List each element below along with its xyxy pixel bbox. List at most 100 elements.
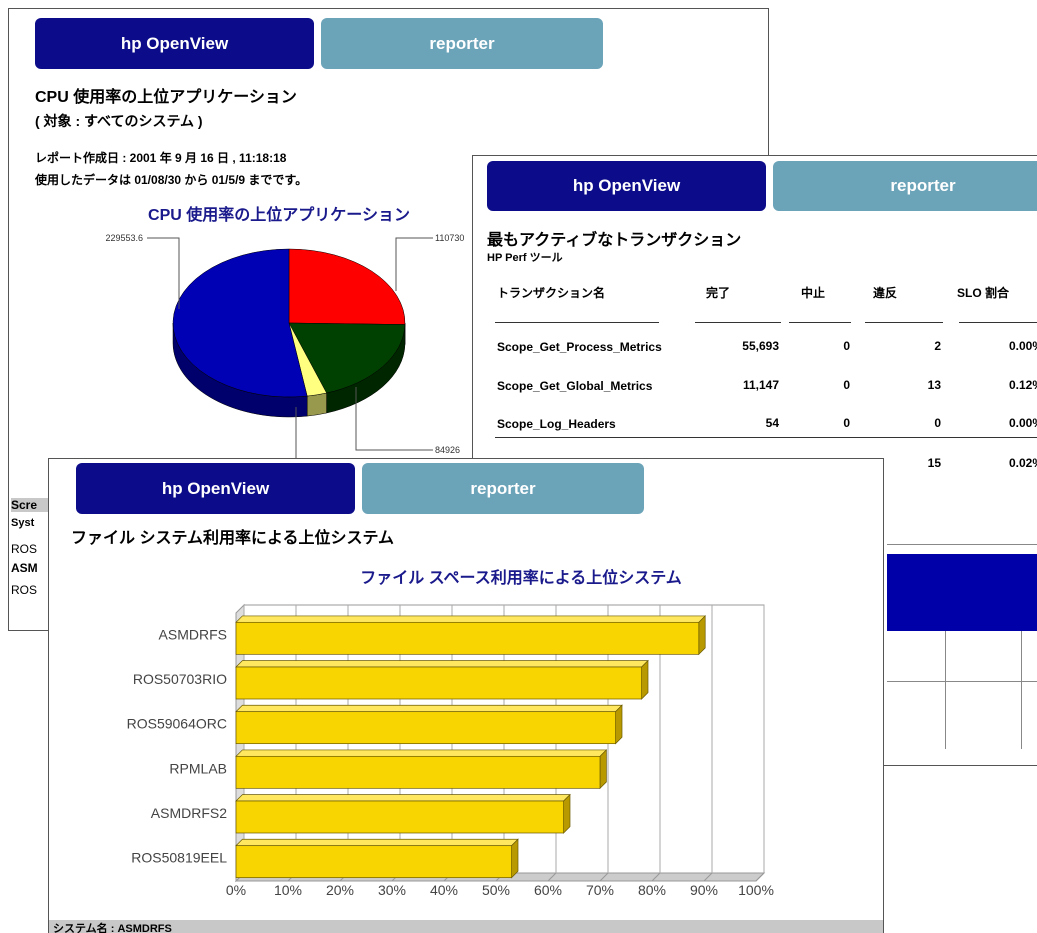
bar-side [511,838,519,879]
x-tick-label: 70% [586,882,614,898]
report-subtitle: HP Perf ツール [487,252,563,264]
y-tick-label: ASMDRFS [159,626,227,642]
report-title: ファイル システム利用率による上位システム [71,530,395,547]
slice-label: 229553.6 [105,233,143,243]
chart-title: ファイル スペース利用率による上位システム [360,568,682,587]
table-cell: 55,693 [742,339,779,353]
column-header: トランザクション名 [497,286,606,300]
x-tick-label: 40% [430,882,458,898]
table-fragment: ROS [11,583,38,597]
bar [235,755,601,789]
header-rule [959,322,1037,323]
bar-side [698,615,706,656]
brand-banner: hp OpenView [35,18,314,69]
report-title: 最もアクティブなトランザクション [487,232,742,249]
pie-slice [288,248,406,325]
table-cell: 0 [843,339,850,353]
bar-top [235,704,623,713]
header-rule [789,322,851,323]
table-cell: 2 [934,339,941,353]
table-fragment: Syst [11,517,35,529]
chart-frame [887,681,1037,682]
y-tick-label: ROS50819EEL [131,850,227,866]
chart-fragment-bar [887,554,1037,631]
bar-top [235,838,519,847]
data-range: 使用したデータは 01/08/30 から 01/5/9 までです。 [35,173,308,187]
table-cell: 0 [843,416,850,430]
table-fragment: ROS [11,542,38,556]
bar-side [563,793,571,834]
transaction-name: Scope_Get_Process_Metrics [497,340,662,354]
bar-side [599,749,607,790]
chart-frame [1021,631,1022,749]
bar [235,621,700,655]
column-header: 違反 [873,286,898,300]
pie-slice-side [306,392,327,417]
header-rule [495,322,659,323]
report-title: CPU 使用率の上位アプリケーション [35,89,297,106]
y-tick-label: RPMLAB [169,760,227,776]
table-cell: 11,147 [742,378,779,392]
tick-mark [651,872,661,882]
bar-top [235,794,571,802]
bar [235,711,616,745]
transaction-name: Scope_Log_Headers [497,417,616,431]
bar-chart: ファイル スペース利用率による上位システム 0% 10% 20% 30% 40% 50% 60… [127,568,774,898]
bar [235,800,564,834]
bar [235,666,642,700]
header-rule [865,322,943,323]
slice-label: 84926 [435,445,460,455]
tick-mark [599,872,609,882]
x-tick-label: 0% [226,882,246,898]
tick-mark [547,872,557,882]
column-header: 中止 [801,286,826,300]
y-tick-label: ROS59064ORC [127,716,227,732]
x-tick-label: 100% [738,882,774,898]
y-tick-label: ROS50703RIO [133,671,227,687]
x-tick-label: 20% [326,882,354,898]
brand-banner: hp OpenView [76,463,355,514]
footer-bar: システム名 : ASMDRFS [49,920,883,933]
bar-side [641,659,649,700]
pie-slice [172,248,308,398]
column-header: 完了 [706,286,731,300]
leader-line [147,237,180,309]
bar-top [235,615,707,623]
product-banner: reporter [362,463,644,514]
leader-line [355,387,433,451]
header-rule [695,322,781,323]
created-date: レポート作成日 : 2001 年 9 月 16 日 , 11:18:18 [35,151,287,165]
product-banner: reporter [321,18,603,69]
transaction-name: Scope_Get_Global_Metrics [497,379,653,393]
row-rule [495,437,1037,438]
table-cell: 0 [843,378,850,392]
x-tick-label: 60% [534,882,562,898]
bar-top [235,749,608,757]
pie-slice [288,322,406,394]
pie-chart: CPU 使用率の上位アプリケーション1107308492612000229553… [105,205,464,484]
table-cell: 0.02% [1008,456,1037,470]
report-subtitle: ( 対象 : すべてのシステム ) [35,113,203,129]
brand-banner: hp OpenView [487,161,766,211]
bar-top [235,660,649,668]
tick-mark [755,872,765,882]
product-banner: reporter [773,161,1037,211]
x-tick-label: 10% [274,882,302,898]
table-cell: 15 [927,456,941,470]
table-cell: 54 [765,416,779,430]
tick-mark [703,872,713,882]
bar-side [615,704,623,745]
column-header: SLO 割合 [957,286,1010,300]
x-tick-label: 30% [378,882,406,898]
chart-title: CPU 使用率の上位アプリケーション [148,205,410,224]
table-cell: 0.12% [1008,378,1037,392]
x-tick-label: 80% [638,882,666,898]
x-tick-label: 50% [482,882,510,898]
table-cell: 13 [927,378,941,392]
table-cell: 0.00% [1008,416,1037,430]
slice-label: 110730 [435,233,464,243]
table-fragment: ASM [11,561,38,575]
table-cell: 0.00% [1008,339,1037,353]
chart-frame [945,631,946,749]
